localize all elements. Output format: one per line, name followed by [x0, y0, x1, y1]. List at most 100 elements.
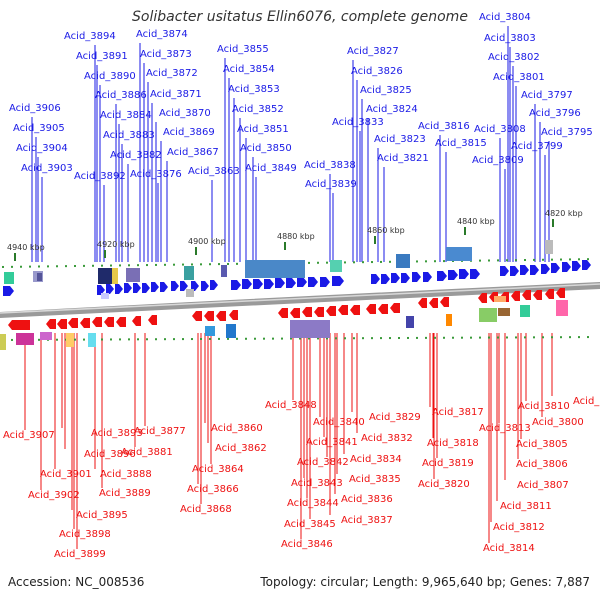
- track-dot: [65, 265, 67, 268]
- topology-summary: Topology: circular; Length: 9,965,640 bp…: [260, 575, 590, 589]
- annotation-block: [88, 333, 96, 347]
- forward-gene-arrow: [437, 271, 447, 281]
- track-dot: [326, 261, 328, 264]
- annotation-block: [66, 333, 74, 347]
- reverse-gene-label: Acid_3893: [91, 428, 143, 439]
- track-dot: [263, 337, 265, 340]
- reverse-gene-label: Acid_3811: [500, 501, 552, 512]
- reverse-gene-label: Acid_3843: [291, 478, 343, 489]
- forward-gene-label: Acid_3827: [347, 46, 399, 57]
- track-dot: [227, 262, 229, 265]
- reverse-gene-arrow: [229, 310, 238, 320]
- forward-gene-label: Acid_3882: [110, 150, 162, 161]
- annotation-block: [40, 332, 52, 340]
- annotation-block: [396, 254, 410, 268]
- forward-gene-label: Acid_3855: [217, 44, 269, 55]
- track-dot: [146, 338, 148, 341]
- reverse-gene-arrow: [533, 290, 542, 300]
- forward-gene-label: Acid_3873: [140, 49, 192, 60]
- track-dot: [110, 264, 112, 267]
- track-dot: [326, 337, 328, 340]
- reverse-gene-arrow: [116, 317, 126, 327]
- forward-gene-label: Acid_3849: [245, 163, 297, 174]
- reverse-gene-label: Acid_3844: [287, 498, 339, 509]
- reverse-gene-label: Acid_3864: [192, 464, 244, 475]
- forward-gene-arrow: [510, 266, 519, 276]
- reverse-gene-label: Acid_3819: [422, 458, 474, 469]
- forward-gene-arrow: [151, 282, 159, 292]
- track-dot: [200, 263, 202, 266]
- reverse-gene-arrow: [390, 303, 400, 313]
- forward-gene-label: Acid_3867: [167, 147, 219, 158]
- reverse-gene-label: Acid_3806: [516, 459, 568, 470]
- forward-gene-label: Acid_3804: [479, 12, 531, 23]
- reverse-gene-label: Acid_3841: [306, 437, 358, 448]
- annotation-block: [245, 260, 305, 278]
- reverse-gene-label: Acid_3889: [99, 488, 151, 499]
- track-dot: [245, 337, 247, 340]
- forward-gene-label: Acid_3808: [474, 124, 526, 135]
- track-dot: [533, 258, 535, 261]
- reverse-gene-label: Acid_3902: [28, 490, 80, 501]
- reverse-gene-label: Acid_3866: [187, 484, 239, 495]
- forward-gene-label: Acid_3839: [305, 179, 357, 190]
- reverse-gene-arrow: [80, 318, 90, 328]
- track-dot: [236, 337, 238, 340]
- forward-gene-arrow: [551, 263, 560, 273]
- forward-gene-arrow: [142, 283, 150, 293]
- track-dot: [218, 337, 220, 340]
- track-dot: [317, 337, 319, 340]
- reverse-gene-label: Acid_3907: [3, 430, 55, 441]
- track-dot: [542, 336, 544, 339]
- track-dot: [173, 338, 175, 341]
- track-dot: [470, 336, 472, 339]
- forward-gene-label: Acid_3799: [511, 141, 563, 152]
- reverse-gene-arrow: [302, 307, 312, 317]
- annotation-block: [556, 300, 568, 316]
- track-dot: [353, 261, 355, 264]
- track-dot: [83, 338, 85, 341]
- track-dot: [11, 265, 13, 268]
- forward-gene-label: Acid_3821: [377, 153, 429, 164]
- reverse-gene-arrow: [350, 305, 360, 315]
- reverse-gene-label: Acid_3898: [59, 529, 111, 540]
- reverse-gene-arrow: [68, 318, 78, 328]
- reverse-gene-label: Acid_3814: [483, 543, 535, 554]
- reverse-gene-arrow: [290, 308, 300, 318]
- track-dot: [416, 336, 418, 339]
- track-dot: [47, 265, 49, 268]
- track-dot: [209, 263, 211, 266]
- reverse-gene-label: Acid_3895: [76, 510, 128, 521]
- forward-gene-arrow: [470, 269, 480, 279]
- reverse-gene-label: Acid_3835: [349, 474, 401, 485]
- reverse-gene-arrow: [192, 311, 202, 321]
- forward-gene-arrow: [541, 264, 550, 274]
- annotation-block: [126, 268, 140, 282]
- track-dot: [497, 259, 499, 262]
- backbone-highlight: [0, 283, 600, 314]
- forward-gene-label: Acid_3871: [150, 89, 202, 100]
- track-dot: [137, 338, 139, 341]
- forward-gene-arrow: [582, 260, 591, 270]
- reverse-gene-label: Acid_3888: [100, 469, 152, 480]
- forward-gene-label: Acid_3872: [146, 68, 198, 79]
- forward-gene-label: Acid_3851: [237, 124, 289, 135]
- annotation-block: [290, 320, 330, 338]
- reverse-gene-label: Acid_3820: [418, 479, 470, 490]
- track-dot: [137, 264, 139, 267]
- reverse-gene-arrow: [366, 304, 376, 314]
- annotation-block: [16, 333, 34, 345]
- forward-gene-arrow: [297, 277, 307, 287]
- track-dot: [74, 338, 76, 341]
- forward-gene-label: Acid_3796: [529, 108, 581, 119]
- track-dot: [479, 259, 481, 262]
- annotation-block: [112, 268, 118, 284]
- forward-gene-arrow: [572, 261, 581, 271]
- annotation-block: [4, 272, 14, 284]
- reverse-gene-label: Acid_3845: [284, 519, 336, 530]
- reverse-gene-arrow: [278, 308, 288, 318]
- track-dot: [308, 337, 310, 340]
- forward-gene-arrow: [97, 285, 105, 295]
- track-dot: [155, 338, 157, 341]
- track-dot: [227, 337, 229, 340]
